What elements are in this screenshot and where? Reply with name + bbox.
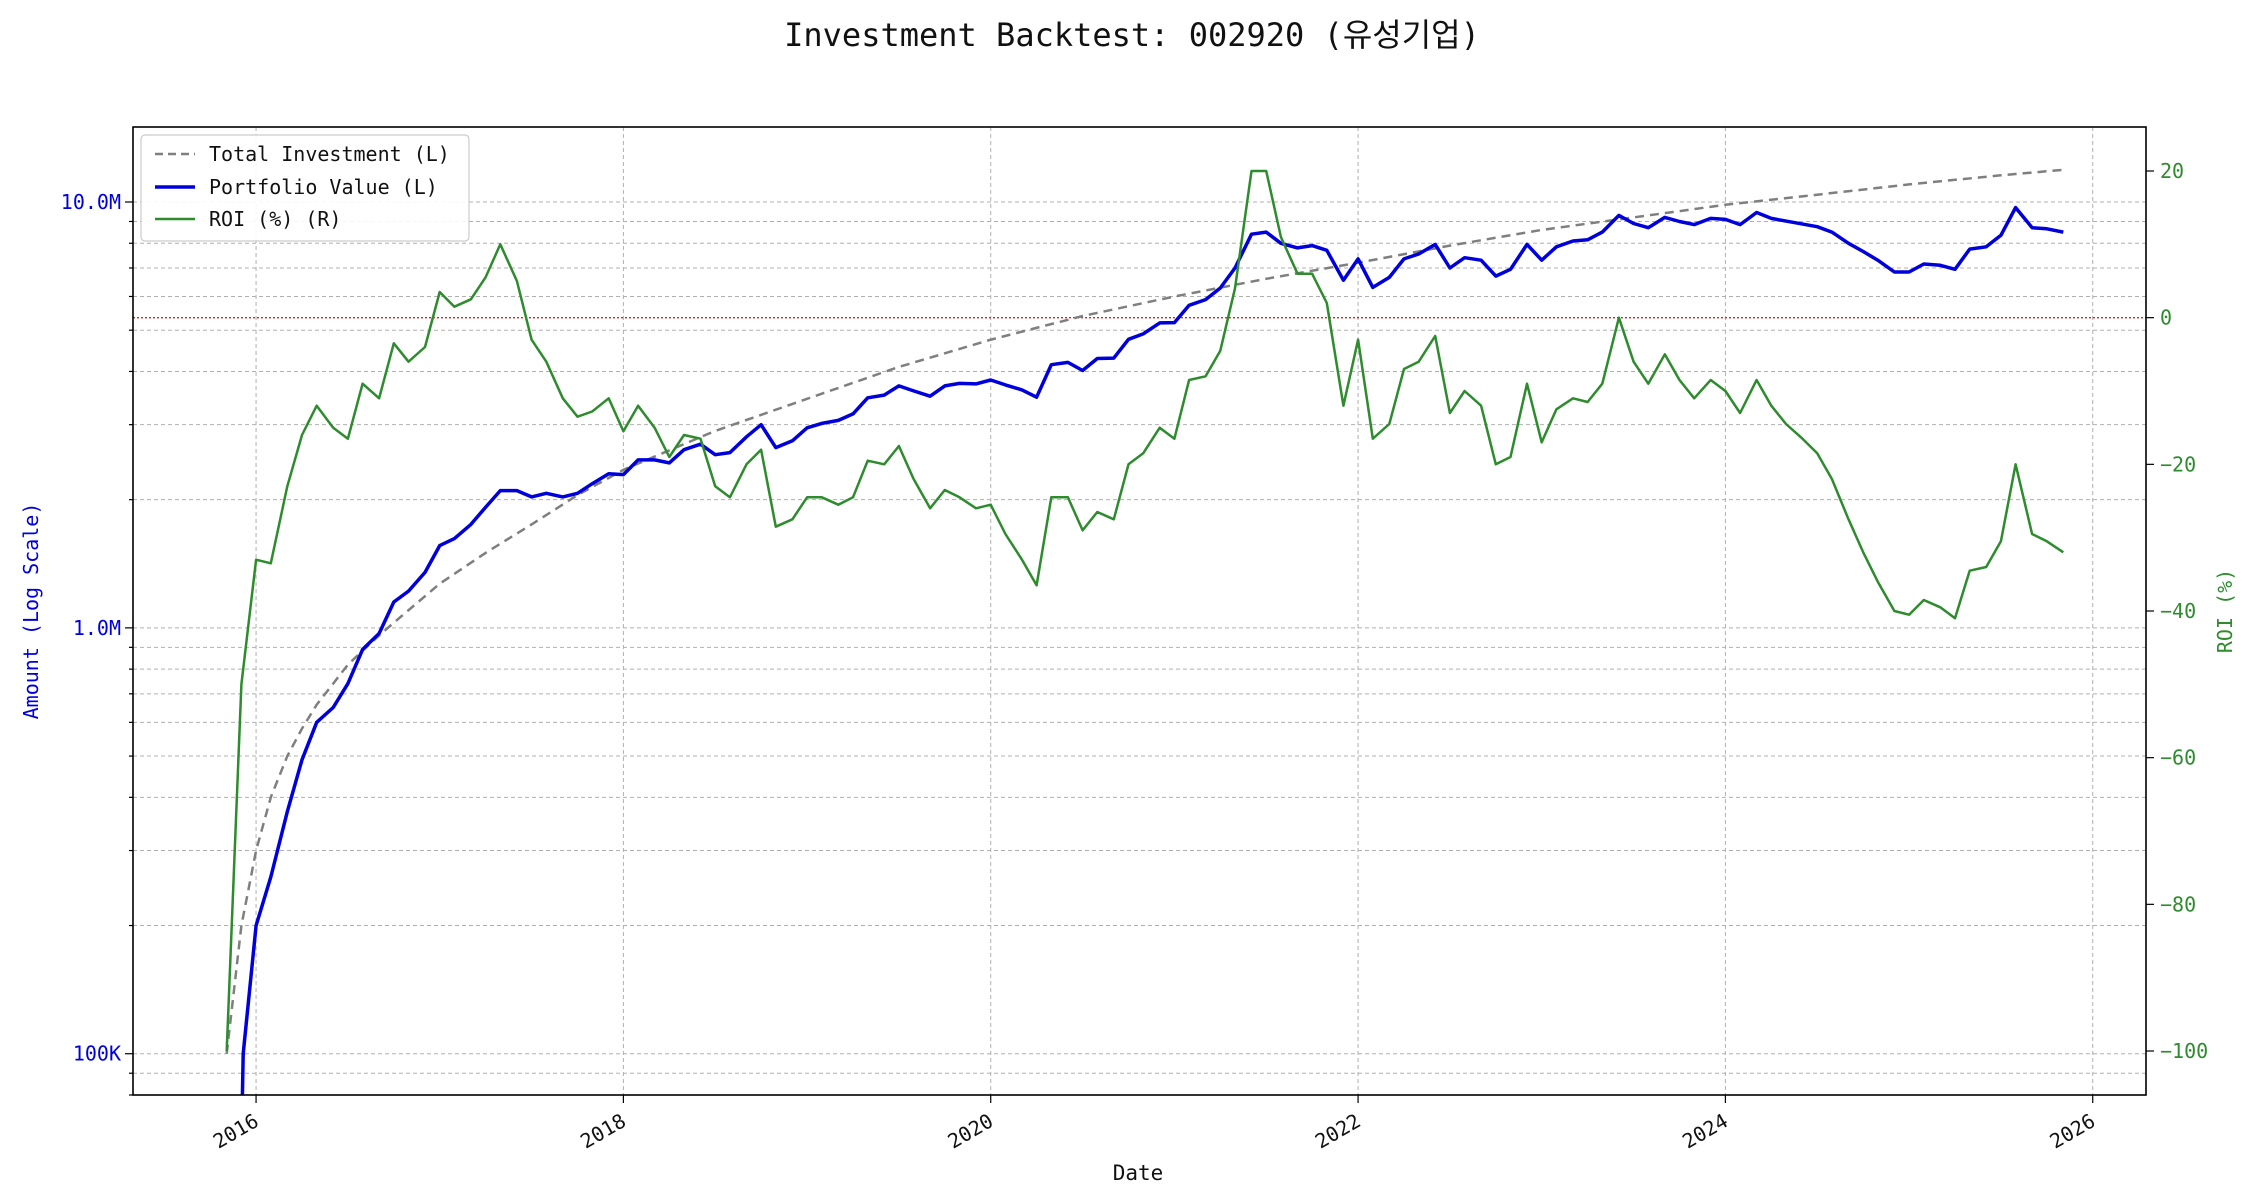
right-tick-label: −100 bbox=[2160, 1039, 2208, 1063]
right-axis-label: ROI (%) bbox=[2213, 569, 2237, 653]
right-tick-label: −40 bbox=[2160, 599, 2196, 623]
series-layer bbox=[225, 168, 2064, 1095]
roi-line bbox=[225, 169, 2064, 1052]
x-tick-label: 2022 bbox=[1311, 1109, 1365, 1154]
chart-title: Investment Backtest: 002920 (유성기업) bbox=[784, 16, 1480, 54]
axes-layer: 2016 2018 2020 2022 2024 2026 100K 1.0M 10.0M −10… bbox=[61, 159, 2208, 1153]
x-tick-label: 2026 bbox=[2046, 1109, 2100, 1154]
right-tick-label: 20 bbox=[2160, 159, 2184, 183]
x-tick-label: 2020 bbox=[944, 1109, 998, 1154]
left-tick-label: 1.0M bbox=[73, 616, 121, 640]
right-tick-label: 0 bbox=[2160, 306, 2172, 330]
right-tick-label: −60 bbox=[2160, 746, 2196, 770]
left-tick-label: 100K bbox=[73, 1042, 121, 1066]
legend: Total Investment (L) Portfolio Value (L)… bbox=[140, 134, 470, 242]
legend-label-roi: ROI (%) (R) bbox=[209, 207, 341, 231]
left-tick-label: 10.0M bbox=[61, 190, 121, 214]
portfolio-value-line bbox=[240, 205, 2064, 1095]
x-tick-label: 2016 bbox=[209, 1109, 263, 1154]
grid-layer bbox=[133, 127, 2146, 1096]
x-tick-label: 2018 bbox=[576, 1109, 630, 1154]
total-investment-line bbox=[225, 168, 2064, 1054]
legend-label-total-investment: Total Investment (L) bbox=[209, 142, 450, 166]
x-tick-label: 2024 bbox=[1678, 1109, 1732, 1154]
legend-label-portfolio-value: Portfolio Value (L) bbox=[209, 175, 438, 199]
x-axis-label: Date bbox=[1113, 1161, 1164, 1185]
plot-frame bbox=[132, 126, 2147, 1096]
right-tick-label: −20 bbox=[2160, 452, 2196, 476]
right-tick-label: −80 bbox=[2160, 892, 2196, 916]
left-axis-label: Amount (Log Scale) bbox=[19, 503, 43, 720]
legend-box bbox=[140, 134, 470, 242]
